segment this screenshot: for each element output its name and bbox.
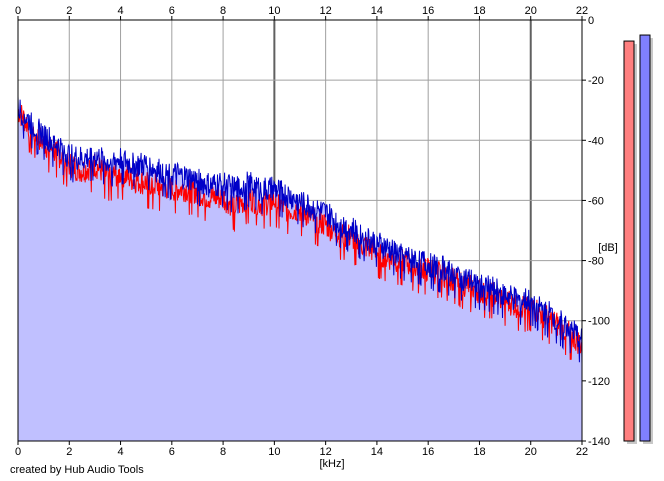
- y-tick-label-3: -60: [588, 195, 604, 207]
- x-tick-label-bottom-2: 4: [117, 446, 123, 458]
- y-tick-label-1: -20: [588, 75, 604, 87]
- y-tick-label-0: 0: [588, 15, 594, 27]
- x-tick-label-bottom-10: 20: [525, 446, 537, 458]
- series-line-right: [17, 95, 583, 364]
- x-tick-label-top-4: 8: [220, 5, 226, 17]
- y-tick-label-4: -80: [588, 256, 604, 268]
- y-axis-label: [dB]: [598, 242, 618, 254]
- credit-text: created by Hub Audio Tools: [10, 464, 144, 476]
- plot-frame: [17, 19, 583, 442]
- x-tick-label-bottom-0: 0: [15, 446, 21, 458]
- x-tick-label-top-10: 20: [525, 5, 537, 17]
- x-tick-label-bottom-7: 14: [371, 446, 383, 458]
- x-tick-label-bottom-6: 12: [320, 446, 332, 458]
- x-tick-label-top-8: 16: [422, 5, 434, 17]
- x-tick-label-bottom-9: 18: [473, 446, 485, 458]
- tick-labels: 002244668810101212141416161818202022220-…: [15, 5, 610, 458]
- x-tick-label-top-7: 14: [371, 5, 383, 17]
- level-meter-l: [623, 40, 635, 442]
- y-tick-label-6: -120: [588, 376, 610, 388]
- x-tick-label-top-3: 6: [169, 5, 175, 17]
- x-tick-label-bottom-1: 2: [66, 446, 72, 458]
- series-group: [17, 95, 583, 441]
- y-tick-label-5: -100: [588, 316, 610, 328]
- y-tick-label-2: -40: [588, 135, 604, 147]
- x-tick-label-bottom-3: 6: [169, 446, 175, 458]
- x-tick-label-top-11: 22: [576, 5, 588, 17]
- x-tick-label-bottom-11: 22: [576, 446, 588, 458]
- x-tick-label-bottom-4: 8: [220, 446, 226, 458]
- axes: [17, 16, 586, 445]
- x-tick-label-top-1: 2: [66, 5, 72, 17]
- x-tick-label-top-6: 12: [320, 5, 332, 17]
- x-tick-label-bottom-8: 16: [422, 446, 434, 458]
- x-tick-label-top-5: 10: [268, 5, 280, 17]
- level-meters: [623, 34, 653, 445]
- level-meter-r: [639, 34, 651, 442]
- y-tick-label-7: -140: [588, 436, 610, 448]
- x-tick-label-top-9: 18: [473, 5, 485, 17]
- x-axis-label: [kHz]: [319, 458, 344, 470]
- x-tick-label-top-0: 0: [15, 5, 21, 17]
- x-tick-label-top-2: 4: [117, 5, 123, 17]
- x-tick-label-bottom-5: 10: [268, 446, 280, 458]
